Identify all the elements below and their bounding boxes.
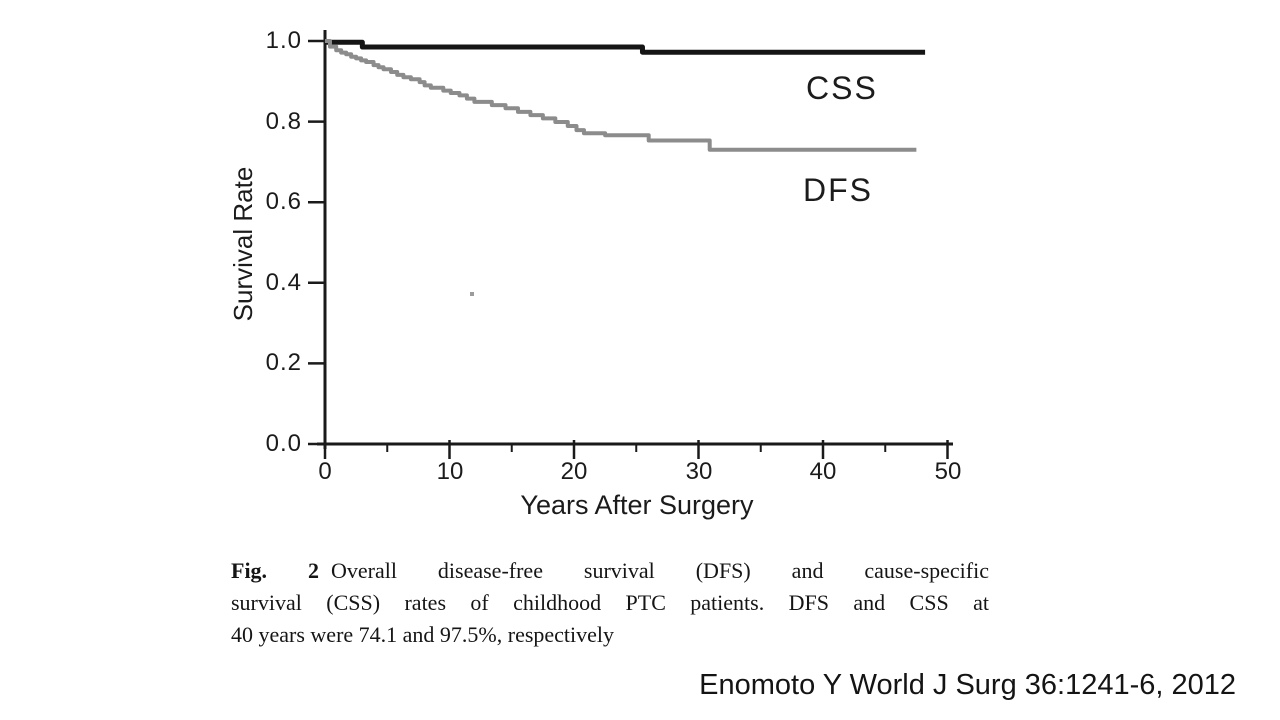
caption-line-2: survival (CSS) rates of childhood PTC pa…	[231, 590, 989, 615]
dfs-series-label: DFS	[803, 172, 873, 208]
x-tick-label: 0	[318, 458, 332, 485]
y-tick-label: 0.4	[265, 269, 302, 296]
citation-text: Enomoto Y World J Surg 36:1241-6, 2012	[699, 669, 1236, 701]
y-axis-title: Survival Rate	[228, 166, 258, 322]
css-series-label: CSS	[806, 70, 878, 106]
y-tick-label: 0.8	[265, 108, 302, 135]
caption-line-1: Fig. 2 Overall disease-free survival (DFS…	[231, 555, 989, 587]
figure-caption: Fig. 2 Overall disease-free survival (DFS…	[231, 555, 989, 651]
figure-number: Fig. 2	[231, 558, 319, 583]
y-tick-label: 0.0	[265, 430, 302, 457]
x-tick-label: 40	[809, 458, 837, 485]
x-axis-title: Years After Surgery	[520, 490, 754, 520]
x-tick-label: 20	[560, 458, 588, 485]
css-curve	[325, 39, 926, 55]
y-tick-label: 0.2	[265, 349, 302, 376]
y-tick-label: 0.6	[265, 188, 302, 215]
scan-speck	[470, 292, 474, 296]
caption-line-3: 40 years were 74.1 and 97.5%, respective…	[231, 622, 615, 647]
x-tick-label: 30	[685, 458, 713, 485]
survival-chart	[308, 30, 953, 459]
dfs-curve	[325, 39, 917, 152]
x-tick-label: 50	[934, 458, 962, 485]
x-tick-label: 10	[436, 458, 464, 485]
caption-text-1: Overall disease-free survival (DFS) and …	[331, 558, 989, 583]
y-tick-label: 1.0	[265, 27, 302, 54]
